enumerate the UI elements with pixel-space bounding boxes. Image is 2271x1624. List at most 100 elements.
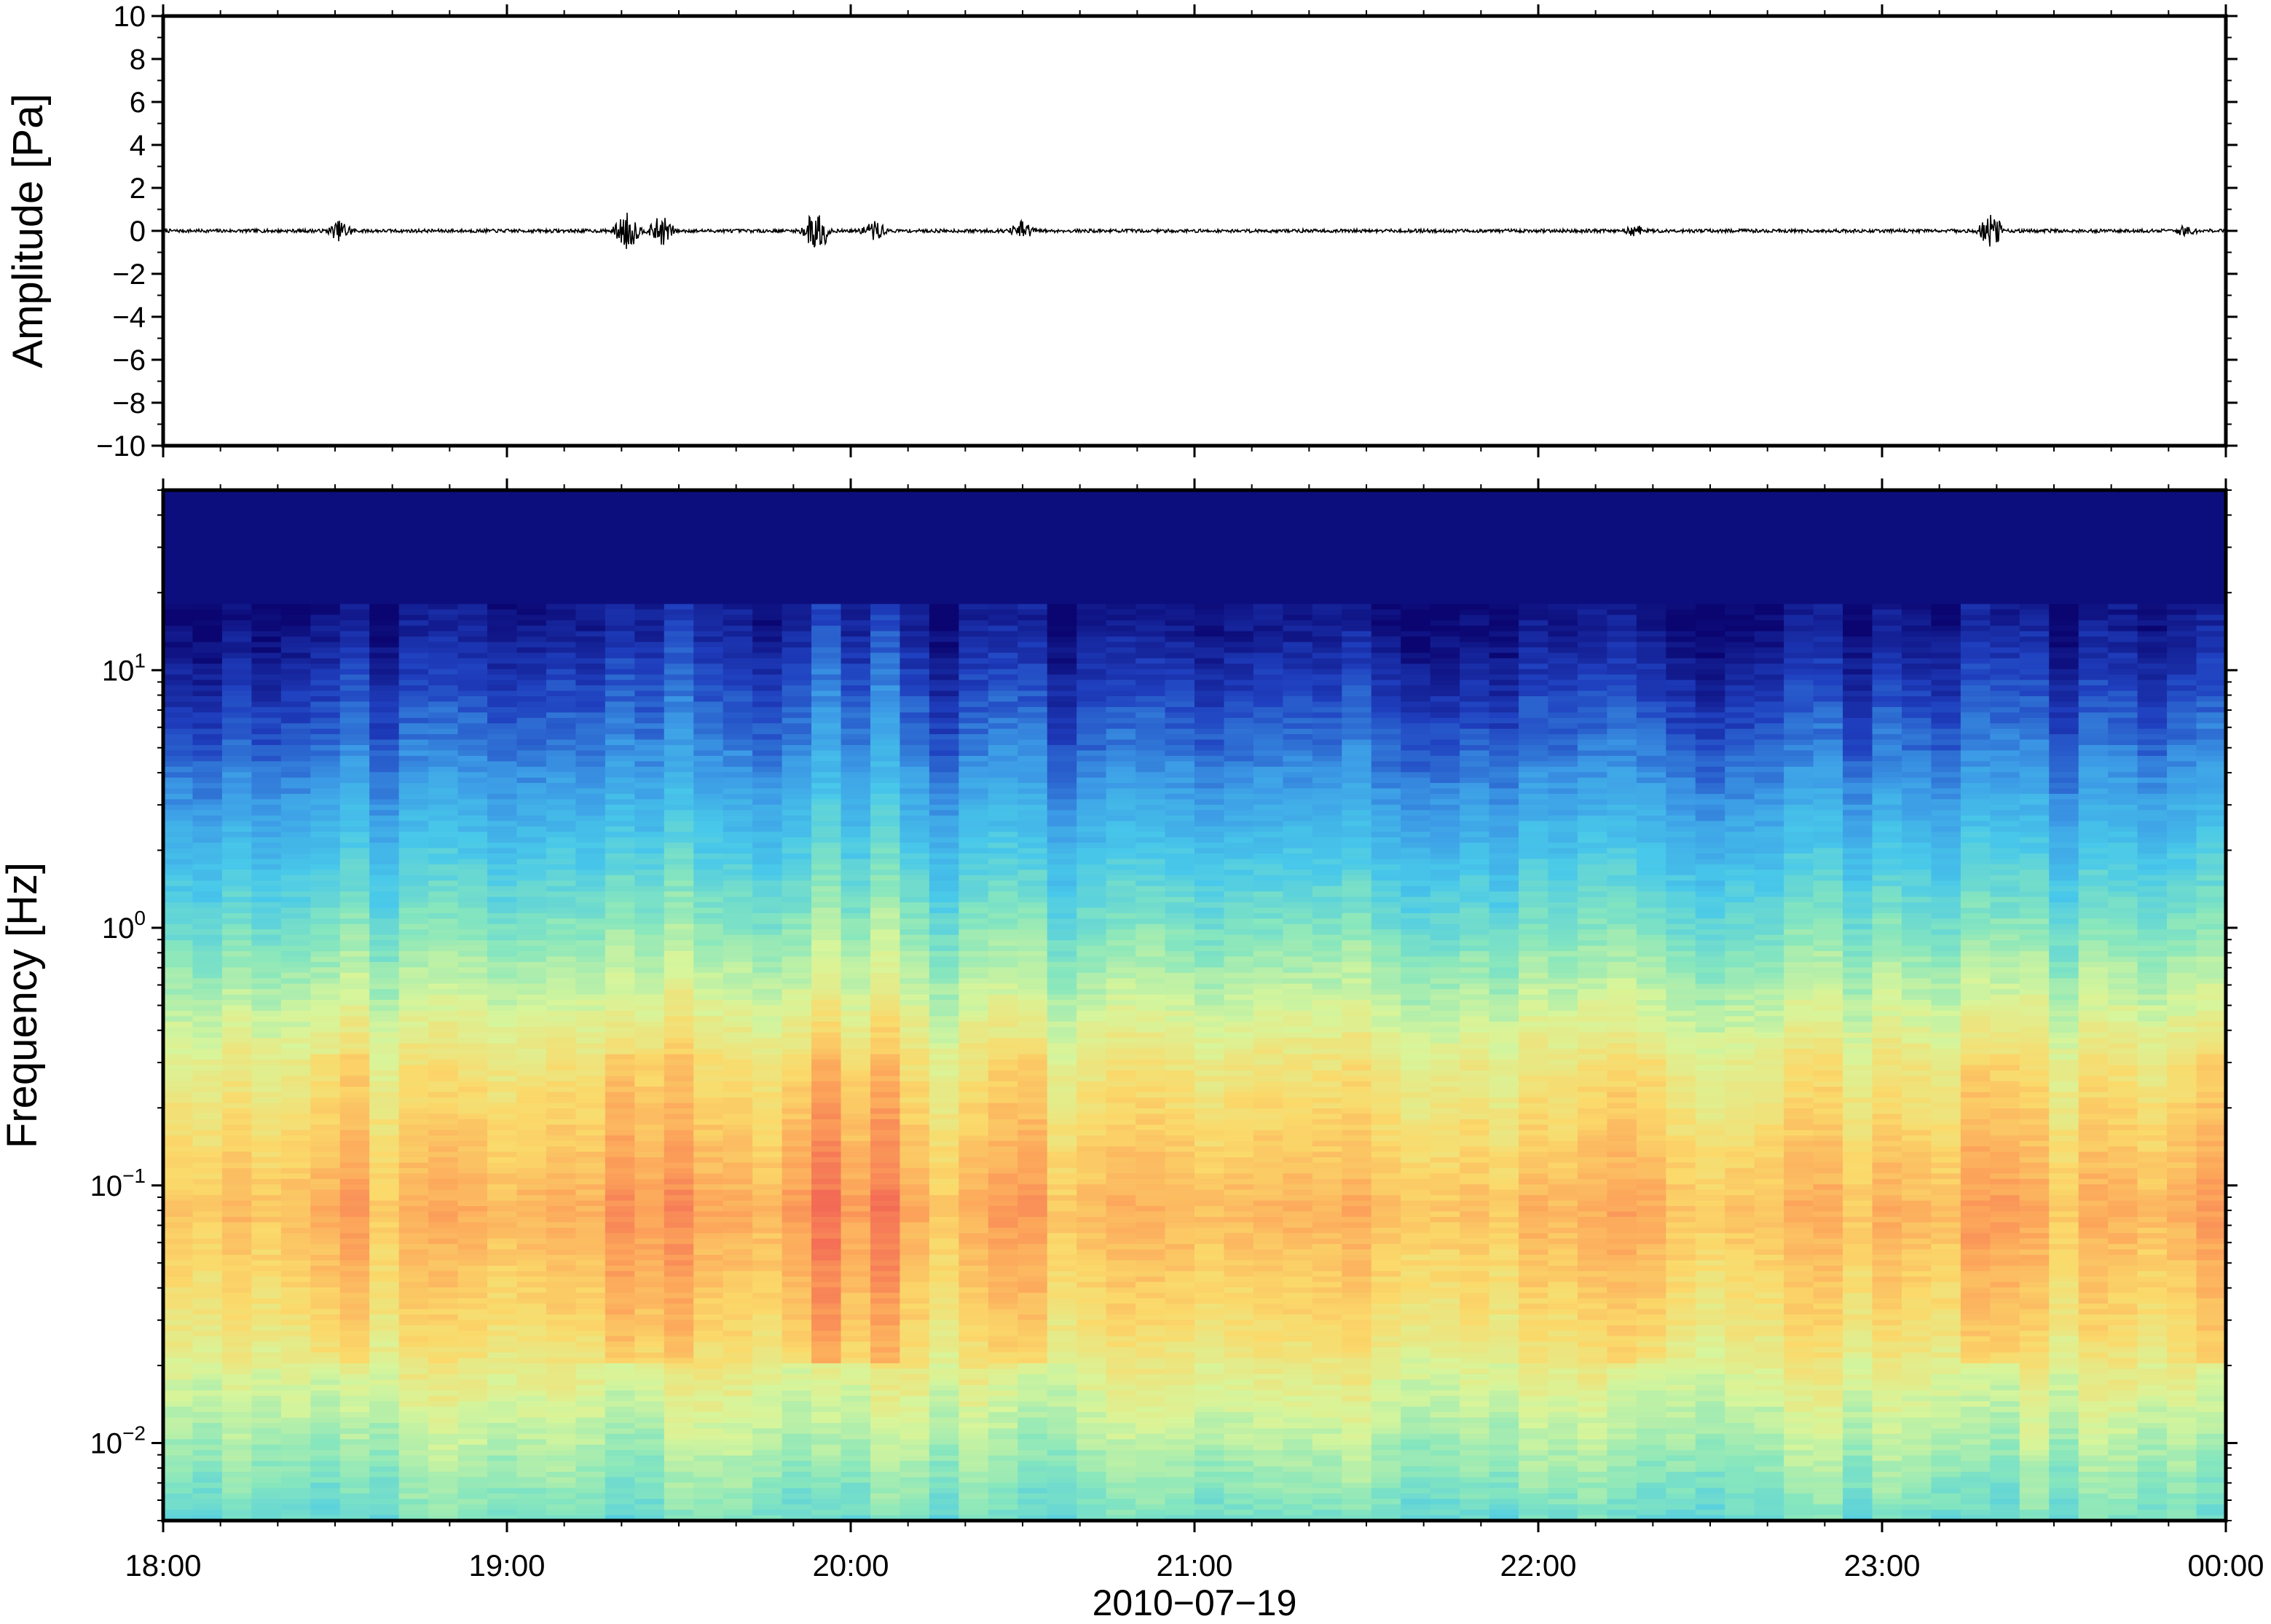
spectrogram-cell — [398, 750, 429, 757]
spectrogram-cell — [811, 1222, 842, 1229]
spectrogram-cell — [516, 500, 547, 507]
spectrogram-cell — [516, 679, 547, 686]
spectrogram-cell — [221, 1216, 252, 1223]
spectrogram-cell — [546, 544, 576, 551]
spectrogram-cell — [516, 1422, 547, 1429]
spectrogram-cell — [163, 1260, 194, 1266]
spectrogram-cell — [605, 571, 635, 578]
spectrogram-cell — [369, 1092, 400, 1098]
spectrogram-cell — [516, 1255, 547, 1261]
spectrogram-cell — [516, 978, 547, 985]
spectrogram-cell — [280, 886, 311, 892]
amplitude-y-tick-label: −2 — [112, 259, 146, 291]
spectrogram-cell — [516, 1130, 547, 1136]
spectrogram-cell — [398, 1167, 429, 1174]
spectrogram-cell — [251, 1206, 282, 1213]
spectrogram-cell — [339, 1368, 370, 1375]
spectrogram-cell — [870, 566, 901, 572]
spectrogram-cell — [516, 1162, 547, 1169]
spectrogram-cell — [369, 1049, 400, 1055]
spectrogram-cell — [280, 1005, 311, 1012]
spectrogram-cell — [605, 1032, 635, 1038]
spectrogram-cell — [605, 1515, 635, 1521]
spectrogram-cell — [634, 1395, 665, 1402]
spectrogram-cell — [841, 1076, 871, 1082]
spectrogram-cell — [221, 794, 252, 800]
spectrogram-cell — [369, 669, 400, 675]
spectrogram-cell — [811, 701, 842, 708]
spectrogram-cell — [369, 728, 400, 735]
spectrogram-cell — [251, 1276, 282, 1282]
spectrogram-cell — [369, 739, 400, 746]
spectrogram-cell — [870, 989, 901, 996]
spectrogram-cell — [841, 1173, 871, 1180]
spectrogram-cell — [723, 506, 753, 513]
spectrogram-cell — [251, 1373, 282, 1380]
spectrogram-cell — [693, 1271, 724, 1277]
spectrogram-cell — [516, 934, 547, 941]
spectrogram-cell — [782, 517, 812, 524]
spectrogram-cell — [841, 620, 871, 626]
spectrogram-cell — [575, 517, 606, 524]
spectrogram-cell — [516, 951, 547, 958]
spectrogram-cell — [752, 1178, 783, 1185]
spectrogram-cell — [664, 983, 694, 990]
spectrogram-cell — [723, 918, 753, 925]
spectrogram-cell — [870, 1373, 901, 1380]
spectrogram-cell — [192, 1368, 223, 1375]
spectrogram-cell — [369, 1157, 400, 1164]
spectrogram-cell — [693, 739, 724, 746]
spectrogram-cell — [339, 902, 370, 909]
spectrogram-cell — [634, 745, 665, 752]
spectrogram-cell — [841, 1390, 871, 1397]
spectrogram-cell — [693, 978, 724, 985]
spectrogram-cell — [398, 1341, 429, 1348]
spectrogram-cell — [280, 1477, 311, 1483]
spectrogram-cell — [398, 1249, 429, 1256]
spectrogram-cell — [575, 1016, 606, 1022]
spectrogram-cell — [664, 539, 694, 545]
spectrogram-cell — [339, 870, 370, 876]
spectrogram-cell — [251, 1065, 282, 1071]
spectrogram-cell — [752, 604, 783, 610]
spectrogram-cell — [605, 1352, 635, 1359]
spectrogram-cell — [634, 1140, 665, 1147]
spectrogram-cell — [398, 549, 429, 556]
spectrogram-cell — [487, 1373, 518, 1380]
spectrogram-cell — [428, 1021, 459, 1028]
spectrogram-cell — [752, 1461, 783, 1467]
spectrogram-cell — [752, 1276, 783, 1282]
spectrogram-cell — [575, 777, 606, 784]
spectrogram-cell — [811, 1325, 842, 1331]
spectrogram-cell — [398, 1162, 429, 1169]
spectrogram-cell — [752, 1471, 783, 1478]
spectrogram-cell — [280, 1417, 311, 1424]
spectrogram-cell — [870, 1488, 901, 1494]
spectrogram-cell — [310, 826, 341, 832]
spectrogram-cell — [428, 1049, 459, 1055]
amplitude-trace — [162, 213, 2227, 249]
spectrogram-cell — [487, 539, 518, 545]
spectrogram-cell — [546, 1401, 576, 1408]
spectrogram-cell — [841, 1450, 871, 1457]
spectrogram-cell — [752, 1401, 783, 1408]
spectrogram-cell — [841, 674, 871, 681]
spectrogram-cell — [457, 609, 488, 615]
spectrogram-cell — [634, 1488, 665, 1494]
spectrogram-cell — [723, 1081, 753, 1087]
spectrogram-cell — [251, 706, 282, 713]
spectrogram-cell — [841, 615, 871, 621]
spectrogram-cell — [693, 821, 724, 827]
spectrogram-cell — [428, 1195, 459, 1202]
spectrogram-cell — [841, 896, 871, 903]
spectrogram-cell — [664, 717, 694, 724]
spectrogram-cell — [221, 945, 252, 952]
spectrogram-cell — [192, 1341, 223, 1348]
spectrogram-cell — [870, 1341, 901, 1348]
spectrogram-cell — [221, 1455, 252, 1462]
spectrogram-cell — [900, 712, 930, 719]
spectrogram-cell — [310, 642, 341, 648]
spectrogram-cell — [251, 918, 282, 925]
spectrogram-cell — [546, 1510, 576, 1516]
spectrogram-cell — [457, 1059, 488, 1066]
